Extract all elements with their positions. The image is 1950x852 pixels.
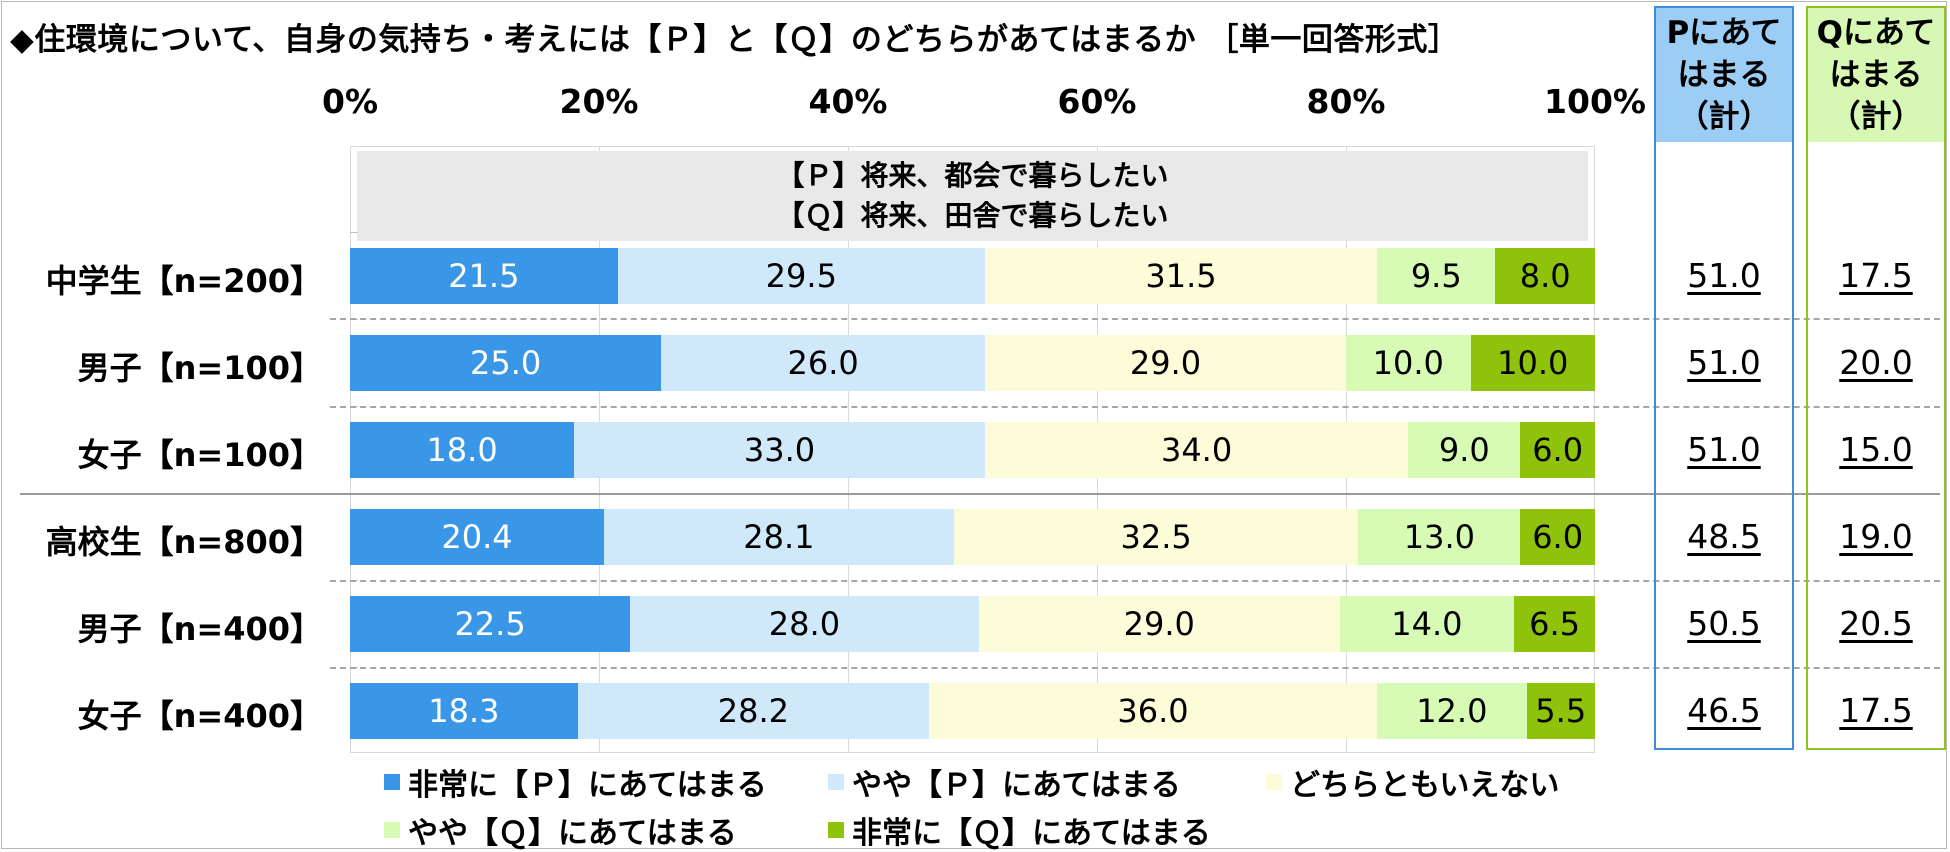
x-tick-label: 60% [1057,82,1137,121]
bar-segment: 29.5 [617,248,985,304]
legend-swatch [384,822,400,838]
p-header-line: はまる [1677,57,1771,93]
bar-segment: 32.5 [953,509,1359,565]
q-total-column: Qにあて はまる （計） [1806,6,1946,750]
p-total-value: 51.0 [1687,343,1761,382]
x-tick-label: 0% [321,82,379,121]
legend-item: 非常に【Ｑ】にあてはまる [828,808,1211,852]
q-total-value: 20.5 [1839,604,1913,643]
bar-segment: 6.0 [1520,509,1595,565]
category-label: 女子【n=100】 [77,436,322,474]
legend-swatch [828,774,844,790]
p-total-value: 51.0 [1687,256,1761,295]
bar-segment: 18.3 [350,683,578,739]
row-separator [330,580,1940,582]
category-label: 中学生【n=200】 [45,262,322,300]
bar-segment: 12.0 [1377,683,1527,739]
q-header-line: Qにあて [1816,15,1936,51]
row-separator [330,667,1940,669]
bar-segment: 28.0 [630,596,979,652]
q-total-value: 19.0 [1839,517,1913,556]
category-label: 高校生【n=800】 [45,523,322,561]
bar-segment: 31.5 [984,248,1378,304]
bar-segment: 9.5 [1377,248,1496,304]
bar-segment: 28.2 [577,683,929,739]
legend-label: やや【Ｐ】にあてはまる [852,768,1181,803]
legend-item: やや【Ｐ】にあてはまる [828,760,1181,804]
q-total-value: 17.5 [1839,256,1913,295]
bar-segment: 33.0 [574,422,985,478]
legend-label: やや【Ｑ】にあてはまる [408,816,737,851]
q-header-line: はまる [1829,57,1923,93]
legend-label: 非常に【Ｑ】にあてはまる [852,816,1211,851]
bar-segment: 18.0 [350,422,575,478]
bar-segment: 10.0 [1470,335,1595,391]
bar-segment: 25.0 [350,335,662,391]
q-total-value: 15.0 [1839,430,1913,469]
q-total-value: 20.0 [1839,343,1913,382]
note-line-p: 【Ｐ】将来、都会で暮らしたい [776,159,1169,192]
bar-segment: 13.0 [1358,509,1521,565]
q-header-line: （計） [1829,99,1923,135]
x-tick-label: 20% [559,82,639,121]
question-note: 【Ｐ】将来、都会で暮らしたい 【Ｑ】将来、田舎で暮らしたい [357,151,1588,241]
bar-segment: 36.0 [928,683,1378,739]
bar-segment: 26.0 [661,335,985,391]
p-total-value: 50.5 [1687,604,1761,643]
bar-segment: 20.4 [350,509,604,565]
legend-label: 非常に【Ｐ】にあてはまる [408,768,767,803]
bar-segment: 29.0 [984,335,1346,391]
p-total-header: Pにあて はまる （計） [1656,8,1792,142]
note-line-q: 【Ｑ】将来、田舎で暮らしたい [776,199,1169,232]
x-tick-label: 80% [1306,82,1386,121]
x-tick-label: 40% [808,82,888,121]
bar-segment: 6.5 [1514,596,1595,652]
x-tick-label: 100% [1544,82,1646,121]
p-total-value: 51.0 [1687,430,1761,469]
bar-segment: 10.0 [1346,335,1471,391]
category-label: 女子【n=400】 [77,697,322,735]
q-total-value: 17.5 [1839,691,1913,730]
legend-swatch [1266,774,1282,790]
p-total-column: Pにあて はまる （計） [1654,6,1794,750]
legend-item: 非常に【Ｐ】にあてはまる [384,760,767,804]
row-separator [330,406,1940,408]
p-header-line: Pにあて [1666,15,1782,51]
bar-segment: 22.5 [350,596,631,652]
legend-item: やや【Ｑ】にあてはまる [384,808,737,852]
p-header-line: （計） [1677,99,1771,135]
p-total-value: 48.5 [1687,517,1761,556]
legend-swatch [828,822,844,838]
bar-segment: 21.5 [350,248,618,304]
bar-segment: 34.0 [984,422,1409,478]
bar-segment: 6.0 [1520,422,1595,478]
legend-label: どちらともいえない [1290,768,1560,803]
bar-segment: 5.5 [1526,683,1595,739]
bar-segment: 8.0 [1495,248,1595,304]
chart-title: ◆住環境について、自身の気持ち・考えには【Ｐ】と【Ｑ】のどちらがあてはまるか ［… [10,22,1460,58]
p-total-value: 46.5 [1687,691,1761,730]
legend-swatch [384,774,400,790]
bar-segment: 14.0 [1339,596,1515,652]
category-label: 男子【n=400】 [77,610,322,648]
bar-segment: 29.0 [978,596,1340,652]
y-tick [350,232,358,233]
q-total-header: Qにあて はまる （計） [1808,8,1944,142]
row-separator [330,318,1940,320]
bar-segment: 9.0 [1408,422,1521,478]
category-label: 男子【n=100】 [77,349,322,387]
group-separator [20,493,1940,495]
bar-segment: 28.1 [603,509,954,565]
legend-item: どちらともいえない [1266,760,1559,804]
